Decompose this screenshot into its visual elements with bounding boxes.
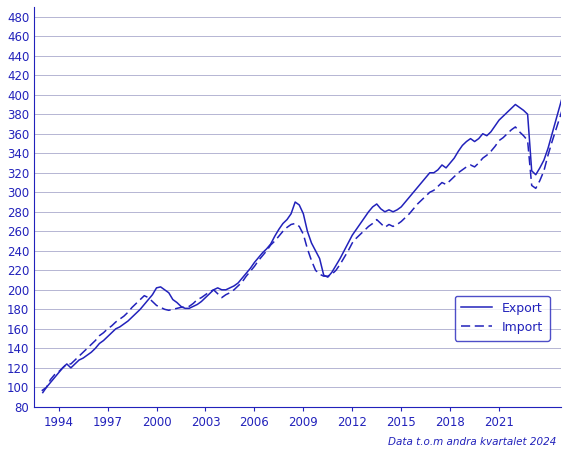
Legend: Export, Import: Export, Import (454, 296, 549, 340)
Import (332, 267, 339, 273)
Text: Data t.o.m andra kvartalet 2024: Data t.o.m andra kvartalet 2024 (389, 437, 557, 447)
Export (43, 385, 50, 390)
Import (43, 385, 50, 390)
Export (332, 263, 339, 268)
Import (357, 232, 364, 237)
Line: Export: Export (43, 44, 568, 390)
Export (357, 221, 364, 226)
Export (47, 380, 54, 385)
Import (47, 377, 54, 382)
Import (398, 219, 404, 224)
Export (39, 388, 46, 393)
Import (39, 390, 46, 396)
Line: Import: Import (43, 73, 568, 393)
Export (398, 204, 404, 210)
